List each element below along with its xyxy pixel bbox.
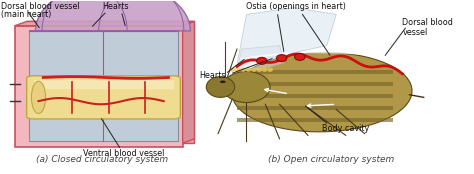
Text: (b) Open circulatory system: (b) Open circulatory system — [268, 155, 395, 164]
FancyBboxPatch shape — [237, 106, 393, 110]
Ellipse shape — [251, 68, 257, 72]
FancyBboxPatch shape — [29, 31, 178, 141]
Ellipse shape — [206, 77, 235, 97]
Ellipse shape — [31, 81, 46, 113]
Text: Body cavity: Body cavity — [322, 124, 369, 133]
FancyBboxPatch shape — [237, 94, 393, 98]
Ellipse shape — [276, 55, 287, 62]
Polygon shape — [29, 0, 191, 31]
Ellipse shape — [256, 68, 262, 72]
Ellipse shape — [229, 68, 235, 72]
Polygon shape — [237, 8, 336, 65]
Ellipse shape — [246, 68, 251, 72]
Text: Ventral blood vessel: Ventral blood vessel — [83, 149, 165, 158]
Ellipse shape — [223, 72, 270, 102]
Ellipse shape — [256, 57, 267, 64]
Text: Dorsal blood
vessel: Dorsal blood vessel — [402, 18, 453, 37]
FancyBboxPatch shape — [237, 70, 393, 74]
Ellipse shape — [220, 81, 226, 83]
Polygon shape — [15, 21, 194, 26]
FancyBboxPatch shape — [27, 76, 180, 119]
Text: Hearts: Hearts — [102, 2, 129, 11]
Text: Hearts: Hearts — [199, 71, 226, 80]
Text: Ostia (openings in heart): Ostia (openings in heart) — [246, 2, 346, 11]
Text: Dorsal blood vessel: Dorsal blood vessel — [0, 2, 79, 11]
FancyBboxPatch shape — [237, 82, 393, 86]
FancyBboxPatch shape — [15, 26, 182, 147]
Ellipse shape — [235, 68, 240, 72]
FancyBboxPatch shape — [237, 118, 393, 122]
Ellipse shape — [295, 53, 305, 60]
Ellipse shape — [267, 68, 273, 72]
Text: (main heart): (main heart) — [0, 10, 51, 19]
Polygon shape — [237, 46, 284, 70]
Ellipse shape — [240, 68, 246, 72]
Text: (a) Closed circulatory system: (a) Closed circulatory system — [36, 155, 168, 164]
Ellipse shape — [262, 68, 267, 72]
Polygon shape — [182, 21, 194, 143]
FancyBboxPatch shape — [27, 21, 194, 143]
Ellipse shape — [232, 53, 412, 132]
